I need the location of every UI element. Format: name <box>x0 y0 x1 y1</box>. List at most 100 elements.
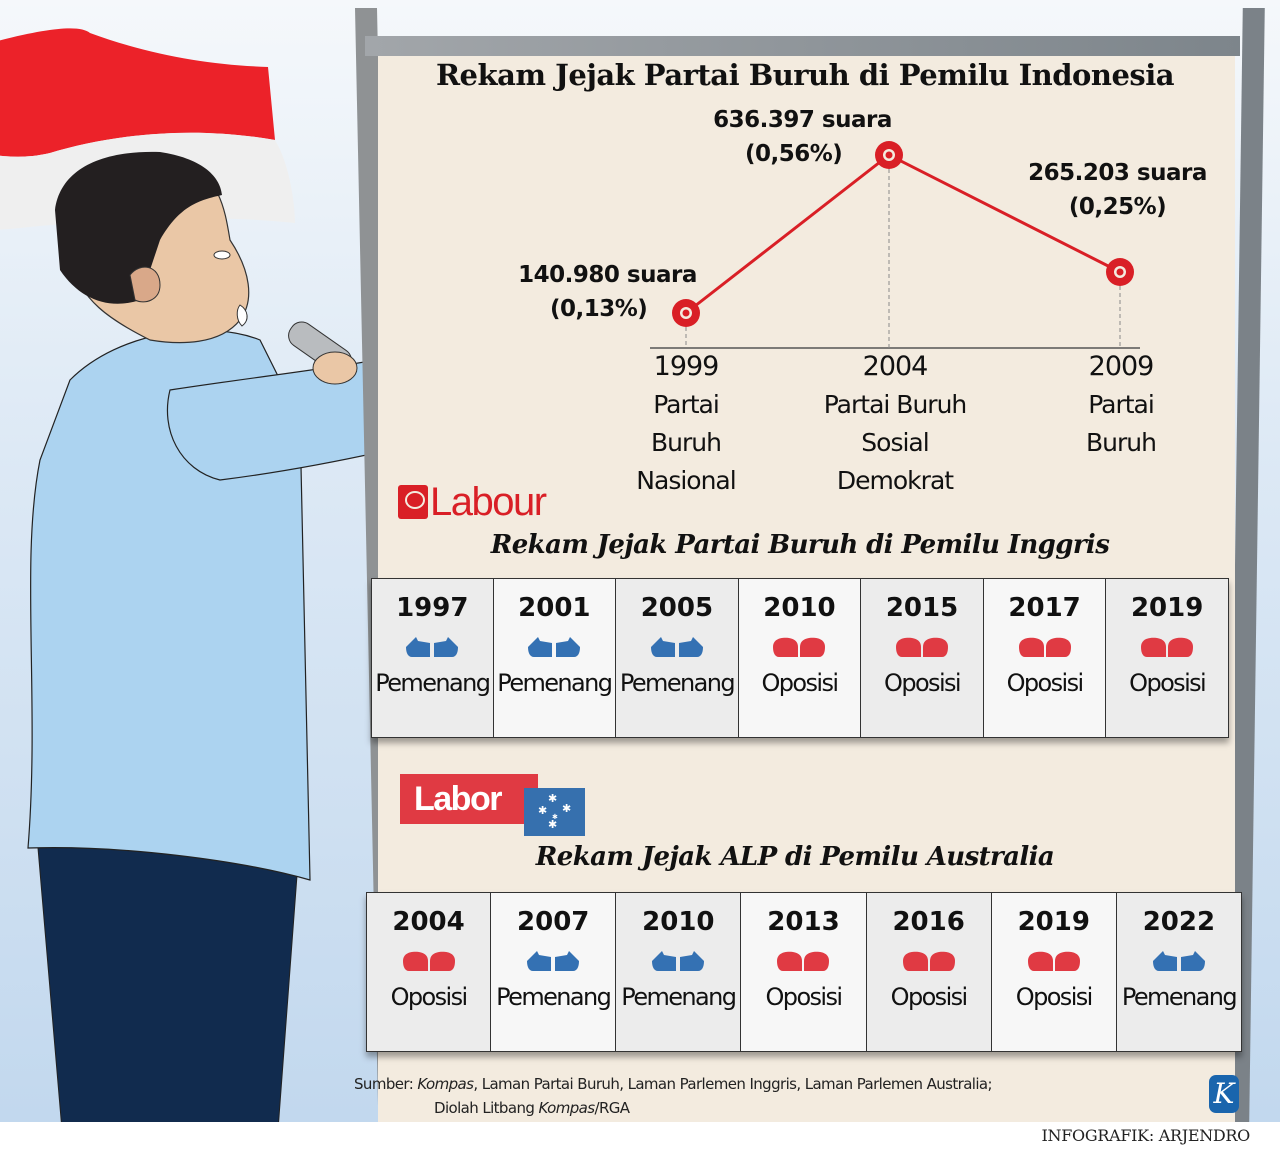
boxing-gloves-icon <box>775 947 831 975</box>
election-status: Oposisi <box>1129 669 1207 697</box>
election-status: Oposisi <box>1015 983 1094 1011</box>
boxing-gloves-icon <box>1139 633 1195 661</box>
election-year: 2001 <box>518 593 591 623</box>
election-year: 2022 <box>1142 907 1216 937</box>
boxing-gloves-icon <box>902 951 955 971</box>
party-label: Demokrat <box>836 466 954 495</box>
source-line-2: Diolah Litbang Kompas/RGA <box>354 1096 992 1120</box>
source-rest: , Laman Partai Buruh, Laman Parlemen Ing… <box>473 1075 992 1093</box>
election-year: 2005 <box>640 593 714 623</box>
thumbs-up-icon <box>1151 947 1207 975</box>
thumbs-up-icon <box>528 637 581 657</box>
election-status: Pemenang <box>496 983 612 1011</box>
election-status: Pemenang <box>621 983 737 1011</box>
au-result-cell: 2007 Pemenang <box>491 892 617 1052</box>
uk-results-table: 1997 Pemenang 2001 Pemenang 2005 Pemenang 2010… <box>371 578 1229 738</box>
boxing-gloves-icon <box>1017 633 1073 661</box>
year-label: 2004 <box>862 351 929 382</box>
source-line2-kompas: Kompas <box>538 1099 595 1117</box>
election-status: Pemenang <box>619 669 736 697</box>
boxing-gloves-icon <box>1026 947 1082 975</box>
pct-label: (0,13%) <box>550 296 648 322</box>
au-result-cell: 2016 Oposisi <box>866 892 992 1052</box>
rose-icon <box>398 485 428 519</box>
labour-logo-text: Labour <box>430 480 547 524</box>
boxing-gloves-icon <box>402 951 455 971</box>
au-result-cell: 2010 Pemenang <box>616 892 742 1052</box>
source-line2-suffix: /RGA <box>594 1099 630 1117</box>
election-year: 2010 <box>763 593 836 623</box>
thumbs-up-icon <box>526 633 582 661</box>
boxing-gloves-icon <box>777 951 830 971</box>
boxing-gloves-icon <box>1027 951 1080 971</box>
au-result-cell: 2019 Oposisi <box>991 892 1117 1052</box>
party-label: Sosial <box>861 428 929 457</box>
election-year: 2019 <box>1017 907 1090 937</box>
uk-result-cell: 2019 Oposisi <box>1106 578 1229 738</box>
thumbs-up-icon <box>1152 951 1205 971</box>
au-section-title: Rekam Jejak ALP di Pemilu Australia <box>535 842 1055 872</box>
boxing-gloves-icon <box>901 947 957 975</box>
boxing-gloves-icon <box>771 633 827 661</box>
boxing-gloves-icon <box>1141 637 1194 657</box>
election-year: 1997 <box>396 593 469 623</box>
election-year: 2004 <box>392 907 465 937</box>
uk-result-cell: 2010 Oposisi <box>738 578 862 738</box>
election-year: 2019 <box>1130 593 1204 623</box>
election-status: Oposisi <box>765 983 844 1011</box>
boxing-gloves-icon <box>773 637 826 657</box>
labor-logo: Labor ✱ ✱ ✱ ✱ ✱ <box>400 774 585 836</box>
thumbs-up-icon <box>525 947 581 975</box>
boxing-gloves-icon <box>896 637 949 657</box>
source-kompas: Kompas <box>417 1075 474 1093</box>
election-status: Pemenang <box>375 669 491 697</box>
x-tick-1999: 1999 Partai Buruh Nasional <box>616 348 756 500</box>
year-label: 1999 <box>653 351 720 382</box>
election-year: 2013 <box>767 907 840 937</box>
party-label: Partai <box>1088 390 1155 419</box>
votes-label: 140.980 suara <box>518 262 697 288</box>
party-label: Partai <box>653 390 720 419</box>
election-year: 2015 <box>885 593 959 623</box>
thumbs-up-icon <box>650 637 703 657</box>
uk-result-cell: 2005 Pemenang <box>616 578 739 738</box>
pct-label: (0,56%) <box>745 141 843 167</box>
board-top-bar <box>365 36 1240 56</box>
election-status: Oposisi <box>1006 669 1085 697</box>
year-label: 2009 <box>1088 351 1155 382</box>
thumbs-up-icon <box>404 633 460 661</box>
southern-cross-icon: ✱ ✱ ✱ ✱ ✱ <box>524 788 585 836</box>
thumbs-up-icon <box>649 633 705 661</box>
au-result-cell: 2004 Oposisi <box>366 892 492 1052</box>
boxing-gloves-icon <box>401 947 457 975</box>
election-status: Oposisi <box>890 983 969 1011</box>
election-year: 2017 <box>1008 593 1081 623</box>
data-label-2009: 265.203 suara (0,25%) <box>1010 156 1225 224</box>
boxing-gloves-icon <box>1018 637 1071 657</box>
source-line-1: Sumber: Kompas, Laman Partai Buruh, Lama… <box>354 1072 993 1096</box>
uk-result-cell: 2017 Oposisi <box>983 578 1107 738</box>
election-year: 2010 <box>642 907 715 937</box>
election-status: Pemenang <box>1121 983 1238 1011</box>
labor-logo-text: Labor <box>400 774 538 824</box>
pct-label: (0,25%) <box>1068 194 1167 220</box>
uk-result-cell: 1997 Pemenang <box>371 578 494 738</box>
election-year: 2016 <box>892 907 965 937</box>
party-label: Buruh <box>1086 428 1157 457</box>
kompas-logo-icon: K <box>1209 1075 1239 1113</box>
x-tick-2009: 2009 Partai Buruh <box>1060 348 1182 462</box>
uk-result-cell: 2015 Oposisi <box>861 578 984 738</box>
au-results-table: 2004 Oposisi 2007 Pemenang 2010 Pemenang 2013 O… <box>366 892 1242 1052</box>
election-year: 2007 <box>517 907 590 937</box>
uk-section-title: Rekam Jejak Partai Buruh di Pemilu Inggr… <box>490 530 1110 560</box>
data-label-2004: 636.397 suara (0,56%) <box>690 103 915 171</box>
thumbs-up-icon <box>650 947 706 975</box>
election-status: Oposisi <box>390 983 469 1011</box>
data-label-1999: 140.980 suara (0,13%) <box>500 258 715 326</box>
party-label: Partai Buruh <box>823 390 968 419</box>
election-status: Pemenang <box>497 669 613 697</box>
board-frame <box>345 8 1265 1122</box>
thumbs-up-icon <box>527 951 580 971</box>
votes-label: 265.203 suara <box>1028 160 1207 186</box>
source-note: Sumber: Kompas, Laman Partai Buruh, Lama… <box>354 1072 993 1120</box>
